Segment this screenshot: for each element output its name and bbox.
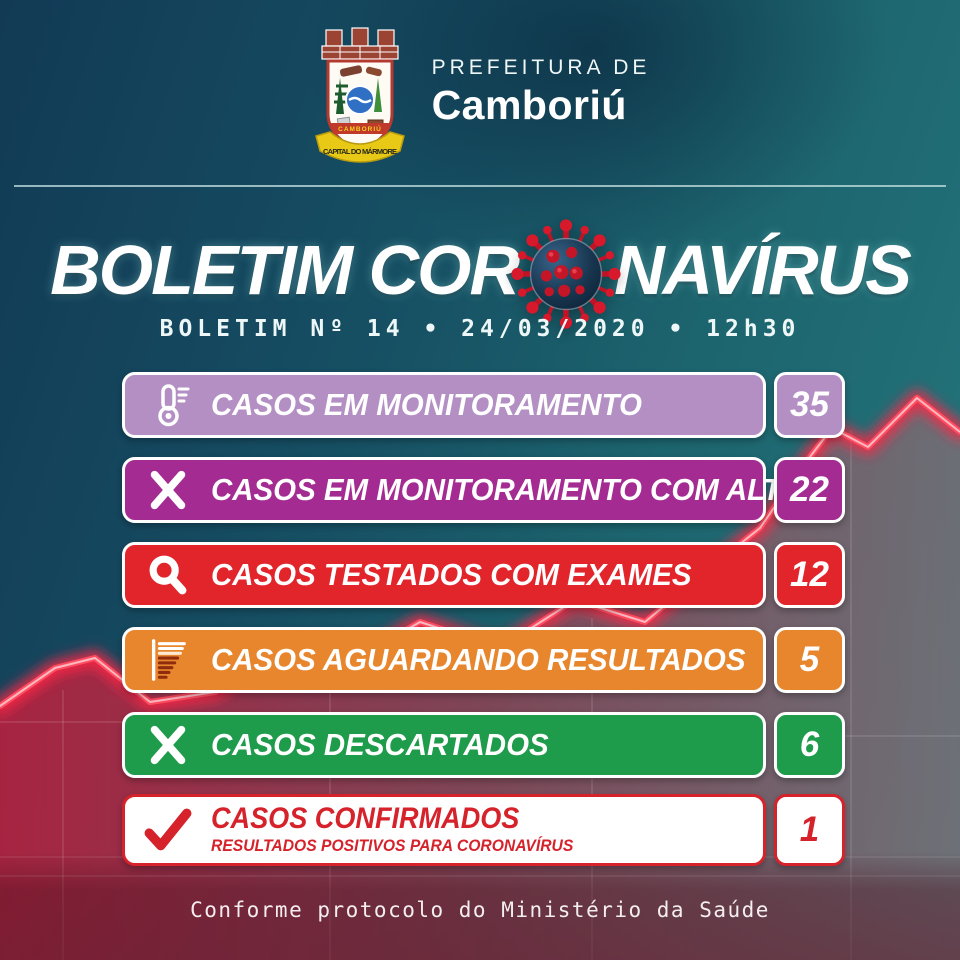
x-mark-icon [141, 722, 195, 768]
header-divider [14, 185, 946, 187]
crest-crown [320, 27, 399, 60]
stat-label: CASOS EM MONITORAMENTO COM ALTA [211, 472, 800, 507]
page-title: BOLETIM COR [0, 214, 960, 329]
stat-row-testados: CASOS TESTADOS COM EXAMES 12 [122, 542, 845, 608]
stat-row-aguardando: CASOS AGUARDANDO RESULTADOS 5 [122, 627, 845, 693]
stat-label: CASOS EM MONITORAMENTO [211, 387, 642, 422]
stat-label: CASOS TESTADOS COM EXAMES [211, 557, 692, 592]
footer-note: Conforme protocolo do Ministério da Saúd… [190, 898, 770, 922]
stat-sublabel: RESULTADOS POSITIVOS PARA CORONAVÍRUS [211, 837, 574, 855]
stat-value-badge: 35 [774, 372, 845, 438]
title-part1: BOLETIM COR [50, 231, 520, 309]
stat-bar: CASOS CONFIRMADOS RESULTADOS POSITIVOS P… [122, 794, 766, 866]
stat-label: CASOS CONFIRMADOS [211, 802, 520, 835]
title-part2: NAVÍRUS [614, 231, 912, 309]
crest-shield-label: CAMBORIÚ [338, 124, 382, 133]
stat-label: CASOS AGUARDANDO RESULTADOS [211, 642, 746, 677]
stat-bar: CASOS AGUARDANDO RESULTADOS [122, 627, 766, 693]
stat-bar: CASOS TESTADOS COM EXAMES [122, 542, 766, 608]
stat-label: CASOS DESCARTADOS [211, 727, 549, 762]
x-mark-icon [141, 467, 195, 513]
org-name-bottom: Camboriú [431, 82, 627, 128]
stat-row-monitoramento-alta: CASOS EM MONITORAMENTO COM ALTA 22 [122, 457, 845, 523]
org-name-top: PREFEITURA DE [431, 56, 651, 79]
stat-value-badge: 6 [774, 712, 845, 778]
pending-list-icon [141, 636, 195, 684]
crest-red-band [330, 123, 389, 134]
stat-bar: CASOS EM MONITORAMENTO COM ALTA [122, 457, 800, 523]
coronavirus-icon [510, 218, 622, 330]
city-coat-of-arms: CAMBORIÚ CAPITAL DO MÁRMORE [314, 27, 405, 163]
crest-motto-ribbon [314, 131, 405, 163]
stat-bar: CASOS DESCARTADOS [122, 712, 766, 778]
bottom-dark-band [0, 852, 960, 960]
header: CAMBORIÚ CAPITAL DO MÁRMORE PREFEITURA D… [0, 20, 960, 165]
check-mark-icon [141, 805, 195, 855]
stat-value-badge: 12 [774, 542, 845, 608]
thermometer-icon [141, 381, 195, 429]
stat-value-badge: 22 [774, 457, 845, 523]
crest-motto-text: CAPITAL DO MÁRMORE [323, 147, 397, 156]
stat-value-badge: 1 [774, 794, 845, 866]
stat-row-confirmados: CASOS CONFIRMADOS RESULTADOS POSITIVOS P… [122, 794, 845, 866]
stat-value-badge: 5 [774, 627, 845, 693]
stat-bar: CASOS EM MONITORAMENTO [122, 372, 766, 438]
stat-row-monitoramento: CASOS EM MONITORAMENTO 35 [122, 372, 845, 438]
magnifier-icon [141, 552, 195, 598]
org-name: PREFEITURA DE Camboriú [432, 56, 651, 129]
stat-row-descartados: CASOS DESCARTADOS 6 [122, 712, 845, 778]
bulletin-meta-line: BOLETIM Nº 14 • 24/03/2020 • 12h30 [159, 316, 801, 342]
stat-labels: CASOS CONFIRMADOS RESULTADOS POSITIVOS P… [211, 804, 573, 856]
